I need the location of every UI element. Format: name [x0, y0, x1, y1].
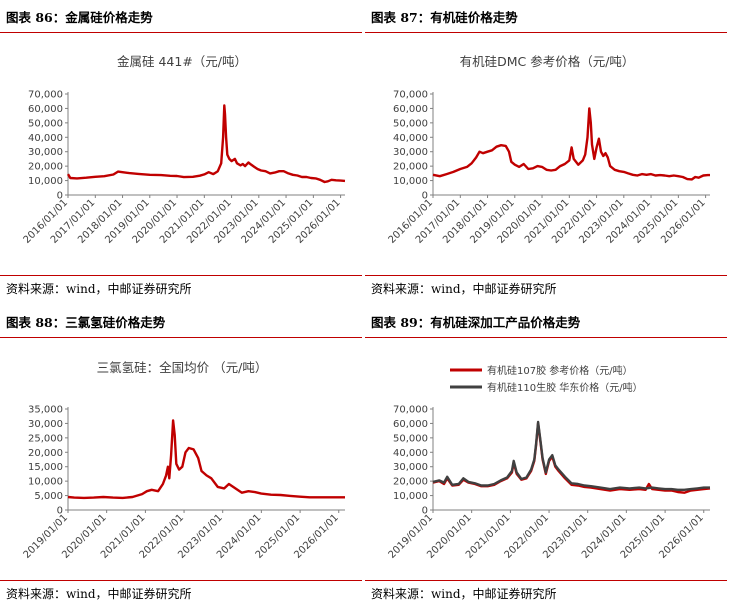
y-tick-label: 40,000 [28, 133, 63, 144]
y-tick-label: 0 [422, 506, 428, 517]
y-tick-label: 20,000 [393, 477, 428, 488]
y-tick-label: 0 [57, 506, 63, 517]
y-tick-label: 10,000 [393, 176, 428, 187]
series-line-1 [66, 104, 346, 184]
y-tick-label: 40,000 [393, 133, 428, 144]
y-tick-label: 0 [57, 191, 63, 202]
top-rule [0, 337, 362, 338]
y-tick-label: 50,000 [393, 118, 428, 129]
bottom-rule [365, 275, 727, 276]
y-tick-label: 30,000 [393, 147, 428, 158]
y-tick-label: 40,000 [393, 448, 428, 459]
chart-title: 三氯氢硅：全国均价 （元/吨） [97, 360, 268, 375]
figure-title: 图表 86：金属硅价格走势 [6, 10, 153, 25]
chart-title: 有机硅DMC 参考价格（元/吨） [460, 54, 635, 69]
y-tick-label: 30,000 [28, 419, 63, 430]
y-tick-label: 70,000 [28, 90, 63, 101]
source-note: 资料来源：wind，中邮证券研究所 [6, 282, 192, 296]
chart-title: 金属硅 441#（元/吨） [117, 54, 247, 69]
y-tick-label: 35,000 [28, 405, 63, 416]
y-tick-label: 10,000 [393, 491, 428, 502]
legend-label: 有机硅107胶 参考价格（元/吨） [487, 364, 633, 377]
y-tick-label: 25,000 [28, 433, 63, 444]
y-tick-label: 20,000 [393, 162, 428, 173]
bottom-rule [0, 275, 362, 276]
y-tick-label: 60,000 [393, 104, 428, 115]
chart-panel-dmc: 图表 87：有机硅价格走势 有机硅DMC 参考价格（元/吨） 0 10,000 20,… [365, 0, 729, 305]
y-tick-label: 70,000 [393, 405, 428, 416]
y-tick-label: 15,000 [28, 462, 63, 473]
y-tick-label: 0 [422, 191, 428, 202]
y-tick-label: 30,000 [393, 462, 428, 473]
y-tick-label: 50,000 [28, 118, 63, 129]
source-note: 资料来源：wind，中邮证券研究所 [6, 587, 192, 601]
line-chart: 三氯氢硅：全国均价 （元/吨） 0 5,000 10,000 15,000 20,000 2… [22, 360, 345, 561]
y-tick-label: 70,000 [393, 90, 428, 101]
y-tick-label: 20,000 [28, 162, 63, 173]
y-tick-label: 10,000 [28, 176, 63, 187]
line-chart: 0 10,000 20,000 30,000 40,000 50,000 60,000 70,… [387, 364, 711, 561]
top-rule [365, 337, 727, 338]
series-line-2 [432, 420, 710, 492]
legend-label: 有机硅110生胶 华东价格（元/吨） [487, 381, 643, 394]
source-note: 资料来源：wind，中邮证券研究所 [371, 587, 557, 601]
line-chart: 金属硅 441#（元/吨） 0 10,000 20,000 30,000 40,000 50… [22, 54, 346, 246]
bottom-rule [0, 580, 362, 581]
top-rule [0, 32, 362, 33]
series-line-1 [432, 107, 710, 181]
chart-panel-trichlorosilane: 图表 88：三氯氢硅价格走势 三氯氢硅：全国均价 （元/吨） 0 5,000 10,0… [0, 305, 364, 610]
y-tick-label: 5,000 [34, 491, 63, 502]
y-tick-label: 60,000 [28, 104, 63, 115]
series-line-1 [67, 419, 345, 500]
chart-panel-silicone-products: 图表 89：有机硅深加工产品价格走势 0 10,000 20,000 30,000 40… [365, 305, 729, 610]
line-chart: 有机硅DMC 参考价格（元/吨） 0 10,000 20,000 30,000 40,00… [387, 54, 710, 246]
chart-panel-metal-silicon: 图表 86：金属硅价格走势 金属硅 441#（元/吨） 0 10,000 20,000… [0, 0, 364, 305]
bottom-rule [365, 580, 727, 581]
y-tick-label: 20,000 [28, 448, 63, 459]
figure-title: 图表 87：有机硅价格走势 [371, 10, 518, 25]
y-tick-label: 30,000 [28, 147, 63, 158]
source-note: 资料来源：wind，中邮证券研究所 [371, 282, 557, 296]
y-tick-label: 60,000 [393, 419, 428, 430]
figure-title: 图表 89：有机硅深加工产品价格走势 [371, 315, 581, 330]
top-rule [365, 32, 727, 33]
figure-title: 图表 88：三氯氢硅价格走势 [6, 315, 166, 330]
y-tick-label: 10,000 [28, 477, 63, 488]
y-tick-label: 50,000 [393, 433, 428, 444]
